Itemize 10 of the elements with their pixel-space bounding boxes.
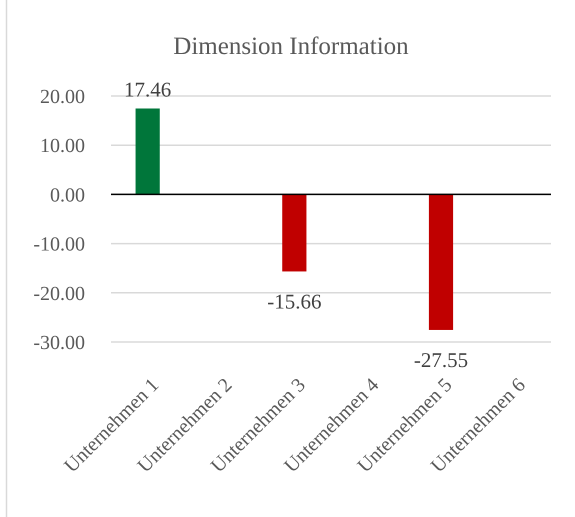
data-label: -27.55 (414, 348, 468, 372)
y-tick-label: 0.00 (50, 184, 85, 206)
y-tick-label: 20.00 (40, 86, 85, 108)
chart-title: Dimension Information (173, 33, 410, 60)
y-tick-label: -20.00 (33, 282, 85, 305)
y-tick-label: -10.00 (33, 234, 85, 256)
y-tick-label: -30.00 (33, 332, 85, 354)
y-tick-label: 10.00 (40, 135, 85, 158)
data-label: 17.46 (124, 77, 172, 102)
data-label: -15.66 (267, 289, 322, 314)
